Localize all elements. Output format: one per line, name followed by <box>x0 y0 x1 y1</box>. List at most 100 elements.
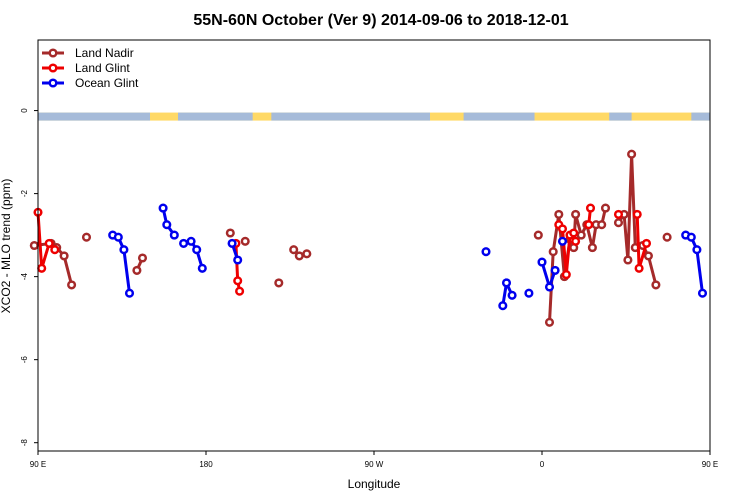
data-point <box>81 232 92 242</box>
data-point <box>233 276 243 286</box>
data-point <box>50 245 60 255</box>
y-tick-label: 0 <box>20 108 29 113</box>
y-tick-label: -4 <box>20 273 29 281</box>
y-tick-label: -8 <box>20 439 29 447</box>
data-point <box>302 249 312 259</box>
data-point <box>59 251 69 261</box>
legend-swatch-point <box>48 78 58 88</box>
data-point <box>481 247 491 257</box>
data-point <box>235 286 245 296</box>
series-line <box>685 233 704 294</box>
data-point <box>557 236 568 246</box>
legend-label: Ocean Glint <box>75 76 139 90</box>
data-point <box>548 247 558 257</box>
data-point <box>274 278 284 288</box>
legend-swatch-point <box>48 63 58 73</box>
data-point <box>119 245 129 255</box>
map-band-ocean <box>178 112 253 121</box>
legend-label: Land Nadir <box>75 46 134 60</box>
y-axis: 0 -2 -4 -6 -8 <box>20 108 38 446</box>
legend-swatch-point <box>48 48 58 58</box>
data-point <box>29 240 39 251</box>
x-tick-label: 90 W <box>365 460 384 469</box>
x-axis: 90 E 180 90 W 0 90 E <box>30 451 718 469</box>
data-point <box>550 265 560 275</box>
map-band-ocean <box>691 112 710 121</box>
data-point <box>571 236 581 246</box>
x-tick-label: 0 <box>540 460 545 469</box>
data-point <box>623 255 633 265</box>
x-tick-label: 90 E <box>30 460 46 469</box>
data-point <box>585 203 596 213</box>
data-point <box>240 236 250 246</box>
map-band-ocean <box>609 112 632 121</box>
series-line <box>112 233 131 294</box>
data-point <box>37 263 47 273</box>
data-point <box>632 209 642 219</box>
legend-item: Ocean Glint <box>42 76 139 90</box>
map-band-ocean <box>38 112 150 121</box>
y-tick-label: -6 <box>20 356 29 364</box>
chart-title: 55N-60N October (Ver 9) 2014-09-06 to 20… <box>193 12 568 29</box>
map-band <box>38 112 710 121</box>
series-layer <box>29 149 708 327</box>
data-point <box>158 203 168 213</box>
data-point <box>124 288 135 298</box>
series-land-glint <box>33 203 652 296</box>
data-point <box>225 228 235 238</box>
data-point <box>554 209 564 219</box>
data-point <box>132 265 142 275</box>
data-point <box>697 288 708 298</box>
data-point <box>162 220 172 230</box>
data-point <box>643 251 653 261</box>
data-point <box>544 317 555 327</box>
data-point <box>179 238 189 248</box>
data-point <box>686 232 696 242</box>
data-point <box>544 282 555 292</box>
data-point <box>524 288 534 298</box>
legend-label: Land Glint <box>75 61 130 75</box>
data-point <box>662 232 672 242</box>
data-point <box>498 301 508 311</box>
map-band-ocean <box>463 112 535 121</box>
data-point <box>561 270 571 280</box>
data-point <box>634 263 644 273</box>
x-tick-label: 180 <box>199 460 213 469</box>
x-axis-label: Longitude <box>348 477 401 491</box>
plot-frame <box>37 39 711 452</box>
series-ocean-glint <box>108 203 708 311</box>
data-point <box>227 238 237 248</box>
data-point <box>627 149 637 159</box>
data-point <box>67 280 77 290</box>
y-axis-label: XCO2 - MLO trend (ppm) <box>0 179 13 314</box>
legend-item: Land Glint <box>42 61 130 75</box>
y-tick-label: -2 <box>20 190 29 198</box>
data-point <box>44 238 54 248</box>
data-point <box>569 228 579 238</box>
data-point <box>613 218 624 228</box>
data-point <box>613 209 624 219</box>
data-point <box>651 280 661 290</box>
data-point <box>289 245 299 255</box>
x-tick-label: 90 E <box>702 460 718 469</box>
data-point <box>169 230 179 240</box>
data-point <box>576 230 586 240</box>
data-point <box>113 232 123 242</box>
data-point <box>537 257 547 267</box>
data-point <box>571 209 581 219</box>
map-band-ocean <box>271 112 430 121</box>
data-point <box>557 224 568 234</box>
data-point <box>197 263 207 273</box>
data-point <box>597 220 607 230</box>
data-point <box>507 290 517 300</box>
data-point <box>587 243 597 253</box>
data-point <box>501 278 512 288</box>
data-point <box>533 230 543 240</box>
legend-item: Land Nadir <box>42 46 134 60</box>
data-point <box>584 220 594 230</box>
data-point <box>641 238 652 248</box>
data-point <box>137 253 148 263</box>
data-point <box>600 203 611 213</box>
